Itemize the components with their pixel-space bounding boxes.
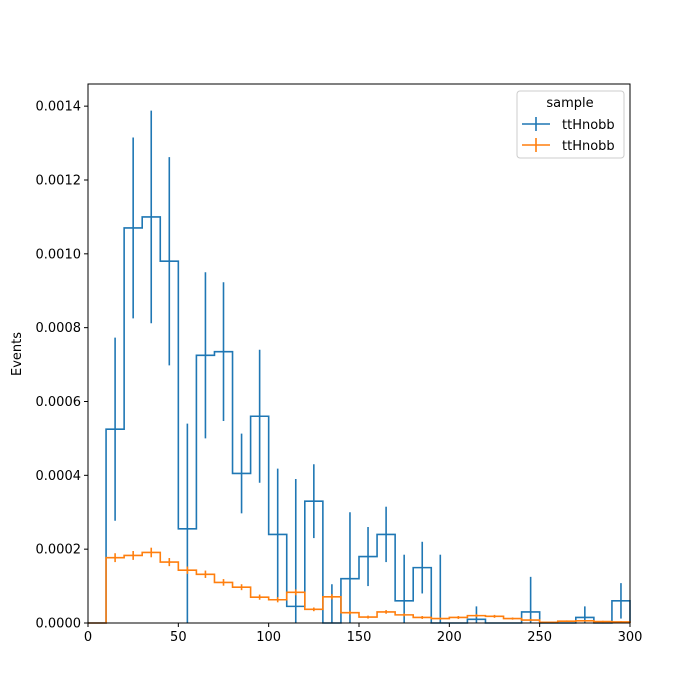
x-tick-label: 0: [84, 630, 92, 645]
y-tick-label: 0.0000: [36, 617, 82, 632]
legend-entry-series-1: ttHnobb: [522, 117, 615, 133]
x-tick-label: 50: [170, 630, 187, 645]
y-tick-label: 0.0004: [36, 469, 82, 484]
y-tick-label: 0.0008: [36, 321, 82, 336]
x-tick-label: 250: [527, 630, 552, 645]
legend-box: [516, 90, 625, 159]
y-tick-label: 0.0002: [36, 543, 82, 558]
legend-label: ttHnobb: [562, 118, 615, 133]
legend-entry-series-2: ttHnobb: [522, 138, 615, 154]
y-tick-label: 0.0006: [36, 395, 82, 410]
x-tick-label: 300: [618, 630, 643, 645]
series-layer: [88, 110, 631, 624]
x-tick-label: 100: [256, 630, 281, 645]
y-tick-label: 0.0010: [36, 247, 82, 262]
legend-title: sample: [546, 96, 593, 111]
series-1: [88, 110, 631, 624]
y-axis: 0.0000 0.0002 0.0004 0.0006 0.0008 0.0010 0.00…: [36, 100, 88, 632]
series-2: [88, 547, 631, 624]
legend: sample ttHnobb ttHnobb: [516, 90, 625, 159]
legend-label: ttHnobb: [562, 139, 615, 154]
y-axis-label: Events: [10, 332, 25, 376]
x-axis: 0 50 100 150 200 250 300: [84, 623, 643, 645]
y-tick-label: 0.0012: [36, 173, 82, 188]
histogram-step-line: [88, 551, 631, 624]
x-tick-label: 200: [437, 630, 462, 645]
y-tick-label: 0.0014: [36, 100, 82, 115]
x-tick-label: 150: [347, 630, 372, 645]
